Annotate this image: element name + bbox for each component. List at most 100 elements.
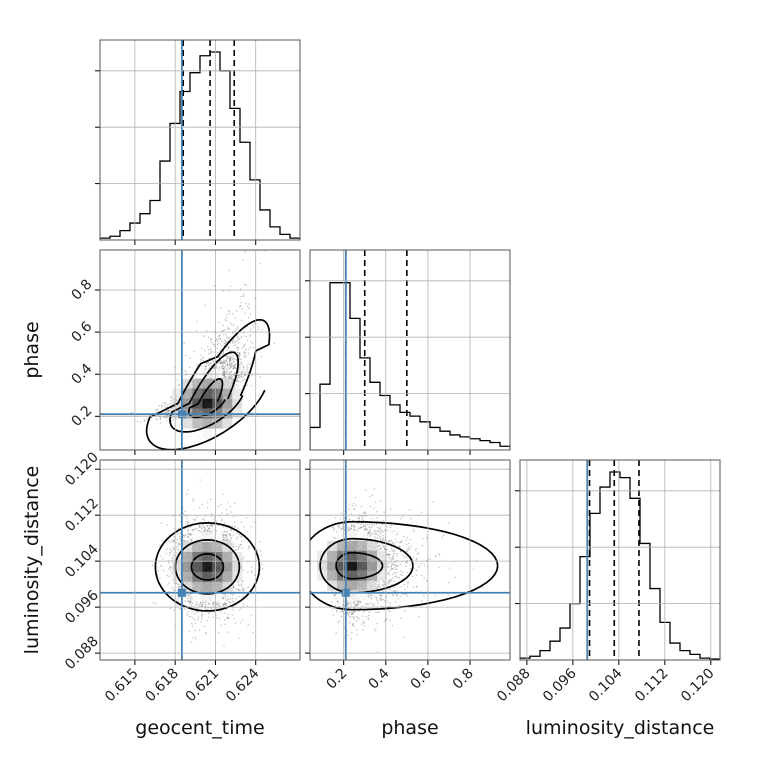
sample-point (212, 343, 214, 345)
sample-point (212, 616, 215, 618)
sample-point (210, 364, 213, 366)
sample-point (206, 365, 208, 367)
sample-point (233, 340, 235, 342)
sample-point (239, 305, 242, 307)
sample-point (231, 364, 233, 366)
sample-point (198, 526, 201, 528)
sample-point (196, 607, 198, 610)
sample-point (222, 365, 224, 368)
sample-point (183, 540, 186, 543)
sample-point (223, 339, 226, 342)
sample-point (254, 521, 256, 523)
sample-point (248, 307, 250, 310)
sample-point (221, 366, 223, 368)
sample-point (244, 250, 246, 253)
sample-point (225, 602, 227, 604)
sample-point (237, 348, 239, 350)
sample-point (236, 352, 239, 354)
sample-point (240, 296, 242, 298)
y-tick-label: 0.4 (68, 361, 95, 388)
sample-point (225, 509, 228, 511)
sample-point (210, 351, 213, 354)
sample-point (223, 370, 226, 373)
sample-point (190, 601, 193, 603)
sample-point (200, 526, 203, 529)
sample-point (238, 376, 240, 378)
sample-point (189, 602, 191, 604)
sample-point (187, 515, 189, 517)
sample-point (187, 593, 189, 596)
density-block (202, 398, 213, 409)
sample-point (224, 376, 226, 378)
sample-point (236, 349, 239, 352)
sample-point (184, 539, 186, 542)
sample-point (239, 589, 241, 592)
sample-point (198, 629, 201, 632)
sample-point (189, 600, 192, 602)
sample-point (196, 516, 198, 518)
sample-point (220, 517, 223, 520)
sample-point (224, 372, 226, 374)
density-block (222, 418, 233, 429)
sample-point (247, 623, 249, 626)
sample-point (178, 543, 181, 545)
sample-point (189, 538, 192, 540)
sample-point (159, 416, 162, 419)
sample-point (167, 410, 170, 412)
sample-point (187, 520, 189, 523)
sample-point (238, 595, 240, 598)
sample-point (223, 368, 225, 371)
sample-point (237, 336, 239, 338)
sample-point (233, 601, 235, 604)
sample-point (261, 567, 264, 570)
sample-point (172, 419, 174, 421)
sample-point (194, 604, 197, 606)
sample-point (222, 353, 225, 355)
sample-point (236, 327, 238, 330)
sample-point (230, 357, 233, 360)
sample-point (163, 416, 166, 419)
sample-point (229, 365, 232, 368)
sample-point (233, 360, 235, 363)
panel-content (310, 250, 510, 450)
sample-point (204, 366, 207, 368)
sample-point (227, 357, 229, 359)
sample-point (194, 629, 196, 632)
sample-point (229, 505, 231, 508)
sample-point (240, 372, 243, 374)
sample-point (247, 352, 250, 355)
sample-point (170, 420, 173, 422)
sample-point (242, 580, 244, 583)
sample-point (229, 285, 232, 287)
sample-point (187, 540, 190, 542)
sample-point (227, 598, 230, 600)
panels-layer: 0.088 0.096 0.104 0.112 0.1200.20.40.60.80.6… (62, 39, 721, 705)
sample-point (177, 384, 180, 386)
sample-point (224, 328, 226, 331)
sample-point (226, 361, 228, 363)
sample-point (228, 524, 231, 527)
sample-point (219, 338, 222, 340)
sample-point (169, 548, 172, 551)
density-block (202, 428, 213, 439)
sample-point (249, 363, 251, 365)
sample-point (227, 310, 230, 312)
sample-point (225, 603, 227, 605)
sample-point (165, 552, 167, 555)
sample-point (171, 539, 173, 542)
sample-point (220, 362, 223, 364)
sample-point (225, 534, 228, 536)
sample-point (216, 343, 219, 346)
sample-point (199, 601, 202, 604)
sample-point (230, 363, 233, 366)
sample-point (223, 539, 225, 541)
sample-point (237, 589, 239, 591)
sample-point (227, 347, 230, 350)
sample-point (176, 379, 179, 381)
sample-point (228, 290, 230, 292)
sample-point (188, 600, 190, 603)
sample-point (243, 344, 245, 347)
sample-point (223, 362, 225, 364)
sample-point (189, 600, 192, 603)
sample-point (241, 380, 244, 382)
